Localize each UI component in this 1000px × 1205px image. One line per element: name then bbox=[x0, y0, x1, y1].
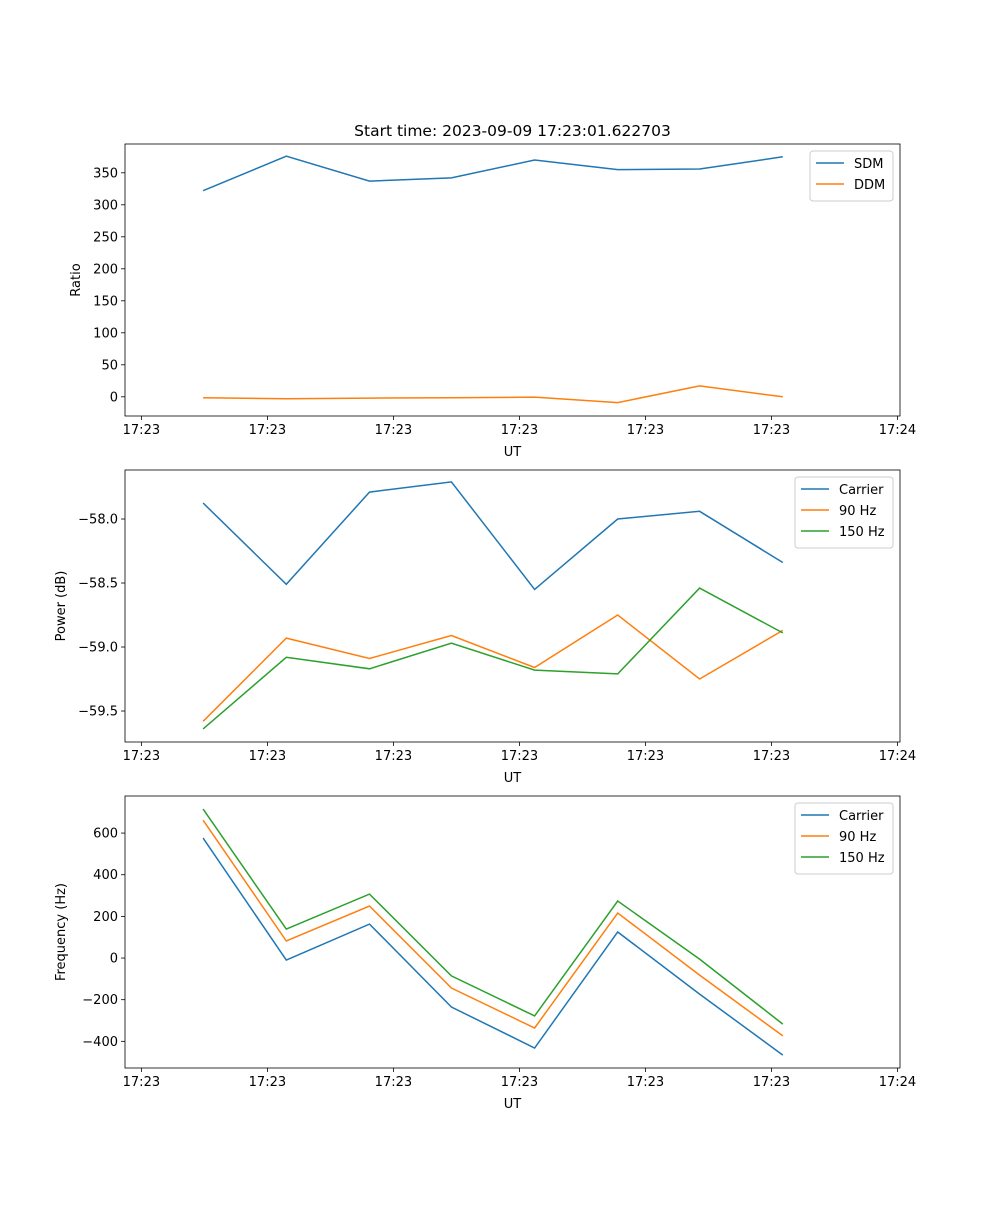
legend-label: 90 Hz bbox=[839, 830, 876, 845]
x-axis-label: UT bbox=[504, 771, 522, 786]
x-tick-label: 17:23 bbox=[627, 749, 664, 764]
x-tick-label: 17:23 bbox=[753, 1075, 790, 1090]
subplot-3: 17:23 17:23 17:23 17:23 17:23 17:23 17:24 −400 −… bbox=[54, 795, 916, 1112]
axes-frame bbox=[124, 795, 901, 1069]
y-tick-label: 400 bbox=[93, 868, 118, 883]
x-tick-label: 17:24 bbox=[879, 1075, 916, 1090]
x-tick-label: 17:23 bbox=[375, 749, 412, 764]
x-tick-label: 17:23 bbox=[753, 749, 790, 764]
legend-label: 90 Hz bbox=[839, 504, 876, 519]
x-tick-label: 17:23 bbox=[375, 423, 412, 438]
legend: Carrier 90 Hz 150 Hz bbox=[794, 476, 894, 549]
x-tick-label: 17:23 bbox=[123, 423, 160, 438]
series-line-90-hz bbox=[202, 614, 784, 722]
x-tick-label: 17:23 bbox=[123, 1075, 160, 1090]
x-tick-label: 17:23 bbox=[501, 1075, 538, 1090]
y-tick-label: −59.0 bbox=[78, 641, 118, 656]
subplot-2: 17:23 17:23 17:23 17:23 17:23 17:23 17:24 −58.0… bbox=[54, 469, 916, 786]
y-axis-label: Frequency (Hz) bbox=[54, 883, 69, 981]
series-line-carrier bbox=[202, 837, 784, 1056]
subplot-1: 17:23 17:23 17:23 17:23 17:23 17:23 17:24 0 50 10… bbox=[69, 122, 916, 460]
x-axis-label: UT bbox=[504, 1097, 522, 1112]
series-line-carrier bbox=[202, 481, 784, 591]
x-axis-label: UT bbox=[504, 445, 522, 460]
y-tick-label: 0 bbox=[110, 390, 118, 405]
axes-frame bbox=[124, 469, 901, 743]
x-tick-label: 17:23 bbox=[249, 423, 286, 438]
y-tick-label: 600 bbox=[93, 827, 118, 842]
y-tick-label: −58.5 bbox=[78, 577, 118, 592]
legend-label: Carrier bbox=[839, 483, 884, 498]
y-tick-label: −59.5 bbox=[78, 705, 118, 720]
y-tick-label: −58.0 bbox=[78, 513, 118, 528]
x-tick-label: 17:23 bbox=[249, 1075, 286, 1090]
y-tick-label: −200 bbox=[82, 993, 118, 1008]
legend: SDM DDM bbox=[809, 150, 894, 202]
axes-frame bbox=[124, 143, 901, 417]
y-tick-label: 100 bbox=[93, 326, 118, 341]
y-axis-label: Power (dB) bbox=[54, 571, 69, 642]
y-tick-label: 350 bbox=[93, 166, 118, 181]
x-tick-label: 17:23 bbox=[375, 1075, 412, 1090]
legend-label: SDM bbox=[854, 157, 883, 172]
legend-label: Carrier bbox=[839, 809, 884, 824]
x-tick-label: 17:23 bbox=[627, 423, 664, 438]
x-tick-label: 17:23 bbox=[753, 423, 790, 438]
x-tick-label: 17:23 bbox=[501, 749, 538, 764]
y-tick-label: 300 bbox=[93, 198, 118, 213]
legend-label: 150 Hz bbox=[839, 525, 885, 540]
legend-label: DDM bbox=[854, 178, 885, 193]
x-tick-label: 17:24 bbox=[879, 423, 916, 438]
y-tick-label: 50 bbox=[101, 358, 118, 373]
series-line-ddm bbox=[203, 385, 783, 404]
x-tick-label: 17:23 bbox=[123, 749, 160, 764]
y-tick-label: 250 bbox=[93, 230, 118, 245]
y-tick-label: 150 bbox=[93, 294, 118, 309]
legend: Carrier 90 Hz 150 Hz bbox=[794, 802, 894, 875]
x-tick-label: 17:23 bbox=[501, 423, 538, 438]
y-tick-label: 200 bbox=[93, 262, 118, 277]
legend-label: 150 Hz bbox=[839, 851, 885, 866]
y-tick-label: −400 bbox=[82, 1035, 118, 1050]
y-axis-label: Ratio bbox=[69, 263, 84, 296]
y-tick-label: 0 bbox=[110, 952, 118, 967]
x-tick-label: 17:23 bbox=[627, 1075, 664, 1090]
series-line-150-hz bbox=[202, 808, 784, 1025]
series-line-sdm bbox=[202, 155, 783, 192]
x-tick-label: 17:24 bbox=[879, 749, 916, 764]
series-line-150-hz bbox=[202, 587, 784, 730]
chart-title: Start time: 2023-09-09 17:23:01.622703 bbox=[354, 122, 671, 140]
y-tick-label: 200 bbox=[93, 910, 118, 925]
x-tick-label: 17:23 bbox=[249, 749, 286, 764]
series-line-90-hz bbox=[202, 819, 784, 1037]
